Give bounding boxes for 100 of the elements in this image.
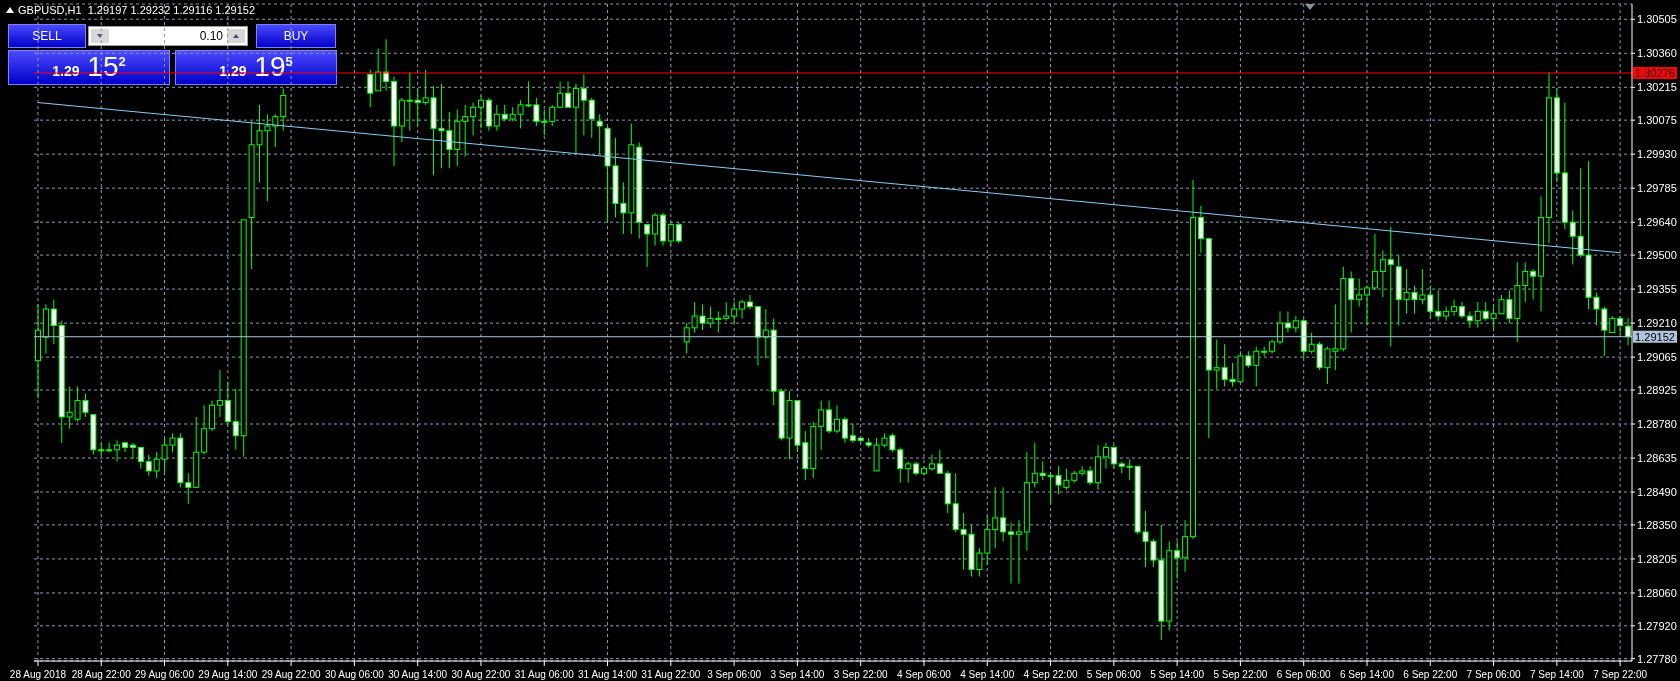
candlestick xyxy=(746,294,753,310)
candlestick xyxy=(224,381,231,425)
candlestick xyxy=(1015,519,1022,585)
candlestick xyxy=(1110,444,1117,470)
x-tick-label: 29 Aug 06:00 xyxy=(135,669,195,680)
candlestick xyxy=(462,104,469,158)
chart-title: GBPUSD,H1 1.29197 1.29232 1.29116 1.29152 xyxy=(18,4,256,16)
candlestick xyxy=(1197,205,1204,254)
candlestick xyxy=(1379,249,1386,298)
candlestick xyxy=(367,69,374,108)
candlestick xyxy=(145,454,152,477)
x-tick-label: 3 Sep 06:00 xyxy=(707,669,762,680)
x-tick-label: 6 Sep 22:00 xyxy=(1403,669,1458,680)
candlestick xyxy=(232,388,239,451)
candlestick xyxy=(1474,301,1481,329)
y-tick-label: 1.30215 xyxy=(1637,81,1677,94)
x-tick-label: 4 Sep 22:00 xyxy=(1023,669,1078,680)
annotation: 0.10 xyxy=(199,29,223,43)
x-tick-label: 28 Aug 22:00 xyxy=(71,669,132,680)
candlestick xyxy=(1530,268,1537,301)
y-tick-label: 1.28780 xyxy=(1637,417,1677,430)
x-tick-label: 6 Sep 06:00 xyxy=(1276,669,1332,680)
candlestick xyxy=(596,113,603,155)
ref-line-label: 1.30276 xyxy=(1635,66,1675,79)
y-tick-label: 1.30360 xyxy=(1637,47,1677,60)
y-tick-label: 1.29640 xyxy=(1637,216,1677,229)
candlestick xyxy=(834,404,840,434)
x-tick-label: 6 Sep 14:00 xyxy=(1340,669,1395,680)
candlestick xyxy=(1356,278,1363,308)
candlestick xyxy=(936,449,943,474)
x-tick-label: 31 Aug 14:00 xyxy=(578,669,638,680)
y-tick-label: 1.28635 xyxy=(1637,451,1677,464)
candlestick xyxy=(905,461,912,484)
x-tick-label: 29 Aug 22:00 xyxy=(261,669,322,680)
candlestick xyxy=(1451,299,1458,317)
candlestick xyxy=(1087,465,1094,486)
candlestick xyxy=(1174,540,1181,580)
y-tick-label: 1.28490 xyxy=(1637,485,1677,498)
candlestick xyxy=(478,95,485,129)
candlestick xyxy=(1102,442,1109,470)
candlestick xyxy=(1371,233,1378,291)
candlestick xyxy=(1031,442,1038,488)
candlestick xyxy=(992,486,999,549)
y-tick-label: 1.29500 xyxy=(1637,248,1677,261)
candlestick xyxy=(406,71,413,132)
candlestick xyxy=(818,400,825,451)
y-tick-label: 1.27920 xyxy=(1637,619,1677,632)
y-tick-label: 1.29065 xyxy=(1637,351,1677,364)
candlestick xyxy=(209,400,216,432)
candlestick xyxy=(826,400,833,434)
candlestick xyxy=(114,439,121,463)
candlestick xyxy=(1000,486,1007,542)
y-tick-label: 1.29210 xyxy=(1637,317,1677,330)
candlestick xyxy=(731,301,738,324)
candlestick xyxy=(723,301,730,322)
candlestick xyxy=(1277,310,1284,345)
candlestick xyxy=(565,80,572,108)
x-tick-label: 7 Sep 14:00 xyxy=(1529,669,1585,680)
candlestick xyxy=(1387,226,1394,348)
candlestick xyxy=(375,48,382,92)
candlestick xyxy=(549,104,556,127)
candlestick xyxy=(1182,519,1189,573)
y-tick-label: 1.30505 xyxy=(1637,13,1677,26)
candlestick xyxy=(137,446,144,470)
x-tick-label: 31 Aug 22:00 xyxy=(641,669,701,680)
candlestick xyxy=(1364,285,1371,326)
candlestick xyxy=(1466,310,1473,329)
candlestick xyxy=(1617,315,1624,336)
candlestick xyxy=(588,97,595,139)
candlestick xyxy=(572,83,579,155)
candlestick xyxy=(557,80,564,108)
candlestick xyxy=(1284,310,1291,333)
y-tick-label: 1.29355 xyxy=(1637,283,1677,295)
candlestick xyxy=(849,423,856,444)
y-tick-label: 1.28060 xyxy=(1637,586,1677,599)
x-tick-label: 7 Sep 06:00 xyxy=(1466,669,1521,680)
y-tick-label: 1.30075 xyxy=(1637,114,1677,127)
x-tick-label: 31 Aug 06:00 xyxy=(514,669,575,680)
annotation: BUY xyxy=(256,24,336,48)
candlestick xyxy=(928,454,935,472)
candlestick xyxy=(216,369,223,418)
x-tick-label: 3 Sep 14:00 xyxy=(770,669,825,680)
x-tick-label: 30 Aug 14:00 xyxy=(388,669,448,680)
annotation: SELL xyxy=(8,24,86,48)
candlestick xyxy=(493,104,500,132)
y-tick-label: 1.27780 xyxy=(1637,652,1677,665)
candlestick xyxy=(739,299,746,319)
x-tick-label: 5 Sep 14:00 xyxy=(1150,669,1205,680)
candlestick xyxy=(644,224,651,268)
candlestick xyxy=(129,442,136,460)
candlestick xyxy=(675,221,682,244)
x-tick-label: 3 Sep 22:00 xyxy=(833,669,889,680)
y-tick-label: 1.28205 xyxy=(1637,552,1677,565)
candlestick xyxy=(1443,306,1450,322)
y-tick-label: 1.28925 xyxy=(1637,383,1677,396)
candlestick xyxy=(1435,289,1442,322)
ref-line-label: 1.29152 xyxy=(1635,330,1675,343)
x-tick-label: 4 Sep 06:00 xyxy=(897,669,952,680)
y-tick-label: 1.29785 xyxy=(1637,182,1677,195)
x-tick-label: 5 Sep 22:00 xyxy=(1213,669,1268,680)
